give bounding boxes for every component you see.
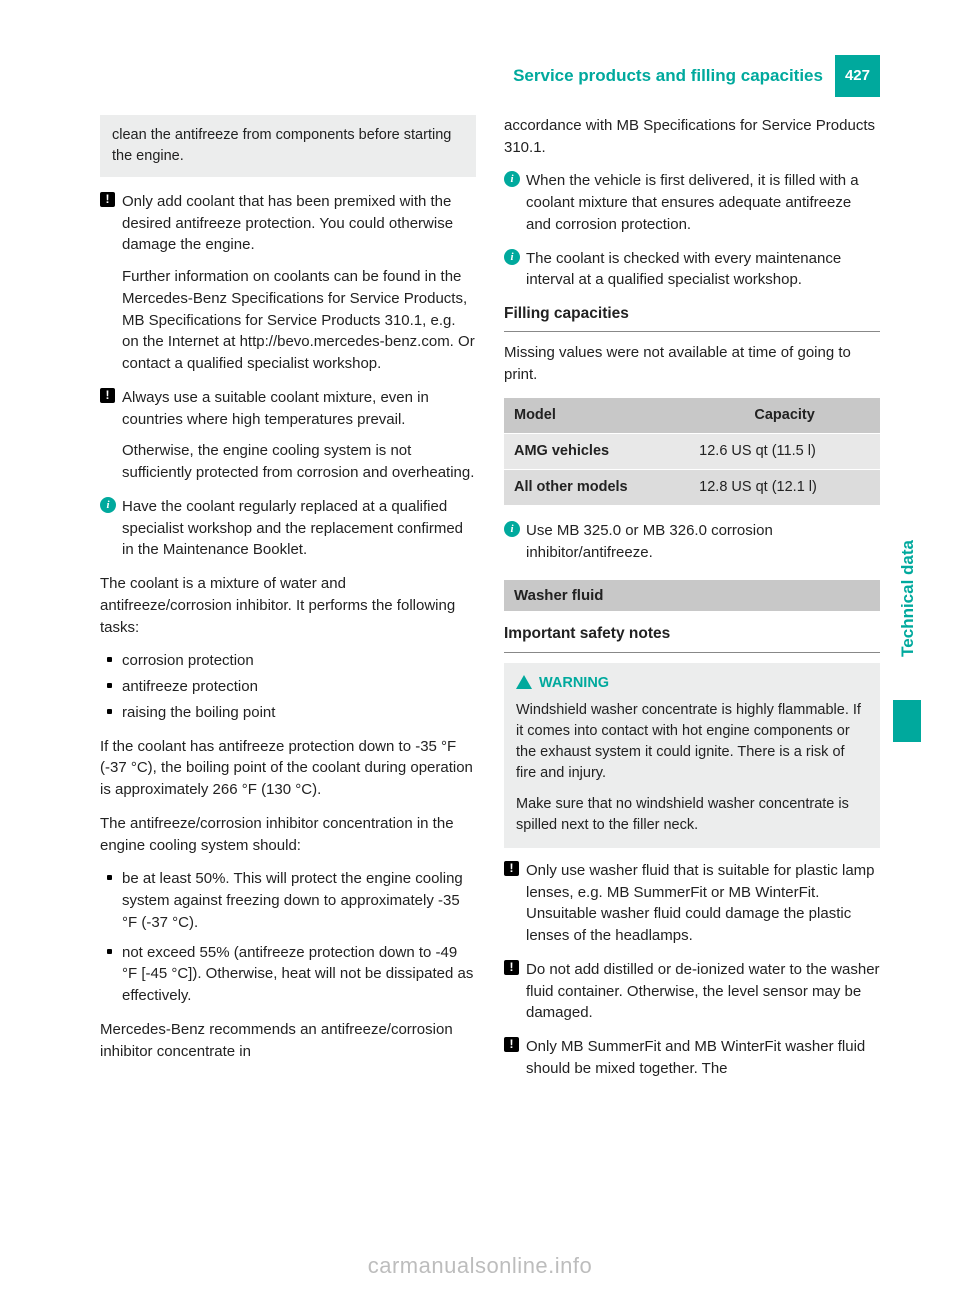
table-header-row: Model Capacity bbox=[504, 398, 880, 434]
exclaim-icon: ! bbox=[100, 192, 115, 207]
td-model: AMG vehicles bbox=[504, 433, 689, 469]
warning-p1: Windshield washer concentrate is highly … bbox=[516, 700, 868, 784]
info-r3-text: Use MB 325.0 or MB 326.0 corrosion inhib… bbox=[526, 520, 880, 564]
concentration-intro: The antifreeze/corrosion inhibitor conce… bbox=[100, 813, 476, 857]
side-tab-label: Technical data bbox=[896, 540, 921, 657]
warning-label: WARNING bbox=[539, 673, 609, 694]
td-capacity: 12.8 US qt (12.1 l) bbox=[689, 470, 880, 506]
table-row: All other models 12.8 US qt (12.1 l) bbox=[504, 470, 880, 506]
exclaim2-p1: Always use a suitable coolant mixture, e… bbox=[122, 387, 476, 431]
washer-bar: Washer fluid bbox=[504, 580, 880, 612]
info-r1-text: When the vehicle is first delivered, it … bbox=[526, 170, 880, 235]
bullet-item: corrosion protection bbox=[122, 650, 476, 672]
info-block-r1: i When the vehicle is first delivered, i… bbox=[504, 170, 880, 235]
exclaim-icon: ! bbox=[504, 861, 519, 876]
td-model: All other models bbox=[504, 470, 689, 506]
exclaim-icon: ! bbox=[100, 388, 115, 403]
th-capacity: Capacity bbox=[689, 398, 880, 434]
left-column: clean the antifreeze from components bef… bbox=[100, 115, 476, 1080]
exclaim-block-2: ! Always use a suitable coolant mixture,… bbox=[100, 387, 476, 484]
exclaim-r2-text: Do not add distilled or de-ionized water… bbox=[526, 959, 880, 1024]
recommend-para: Mercedes-Benz recommends an antifreeze/c… bbox=[100, 1019, 476, 1063]
info1-text: Have the coolant regularly replaced at a… bbox=[122, 496, 476, 561]
info-icon: i bbox=[504, 171, 520, 187]
bullet-item: not exceed 55% (antifreeze protection do… bbox=[122, 942, 476, 1007]
right-column: accordance with MB Specifications for Se… bbox=[504, 115, 880, 1080]
info-r2-text: The coolant is checked with every mainte… bbox=[526, 248, 880, 292]
watermark: carmanualsonline.info bbox=[0, 1250, 960, 1282]
page-number: 427 bbox=[835, 55, 880, 97]
info-icon: i bbox=[504, 249, 520, 265]
bullet-item: be at least 50%. This will protect the e… bbox=[122, 868, 476, 933]
boiling-para: If the coolant has antifreeze protection… bbox=[100, 736, 476, 801]
warning-box: WARNING Windshield washer concentrate is… bbox=[504, 663, 880, 848]
content-columns: clean the antifreeze from components bef… bbox=[100, 115, 880, 1080]
coolant-intro: The coolant is a mixture of water and an… bbox=[100, 573, 476, 638]
info-block-1: i Have the coolant regularly replaced at… bbox=[100, 496, 476, 561]
section-rule bbox=[504, 331, 880, 332]
notice-continued: clean the antifreeze from components bef… bbox=[100, 115, 476, 177]
exclaim-block-r3: ! Only MB SummerFit and MB WinterFit was… bbox=[504, 1036, 880, 1080]
side-tab-block bbox=[893, 700, 921, 742]
exclaim-icon: ! bbox=[504, 1037, 519, 1052]
warning-head: WARNING bbox=[516, 673, 868, 694]
exclaim1-p1: Only add coolant that has been premixed … bbox=[122, 191, 476, 256]
exclaim-block-1: ! Only add coolant that has been premixe… bbox=[100, 191, 476, 375]
filling-head: Filling capacities bbox=[504, 303, 880, 325]
exclaim-block-r2: ! Do not add distilled or de-ionized wat… bbox=[504, 959, 880, 1024]
section-rule bbox=[504, 652, 880, 653]
bullet-item: antifreeze protection bbox=[122, 676, 476, 698]
info-block-r3: i Use MB 325.0 or MB 326.0 corrosion inh… bbox=[504, 520, 880, 564]
warning-p2: Make sure that no windshield washer conc… bbox=[516, 794, 868, 836]
safety-head: Important safety notes bbox=[504, 623, 880, 645]
td-capacity: 12.6 US qt (11.5 l) bbox=[689, 433, 880, 469]
exclaim1-p2: Further information on coolants can be f… bbox=[122, 266, 476, 375]
accordance-para: accordance with MB Specifications for Se… bbox=[504, 115, 880, 159]
filling-para: Missing values were not available at tim… bbox=[504, 342, 880, 386]
bullet-list-1: corrosion protection antifreeze protecti… bbox=[100, 650, 476, 723]
info-icon: i bbox=[504, 521, 520, 537]
bullet-list-2: be at least 50%. This will protect the e… bbox=[100, 868, 476, 1007]
warning-triangle-icon bbox=[516, 675, 532, 689]
bullet-item: raising the boiling point bbox=[122, 702, 476, 724]
th-model: Model bbox=[504, 398, 689, 434]
exclaim-icon: ! bbox=[504, 960, 519, 975]
page-header: Service products and filling capacities … bbox=[100, 55, 880, 97]
manual-page: Service products and filling capacities … bbox=[0, 0, 960, 1120]
exclaim-block-r1: ! Only use washer fluid that is suitable… bbox=[504, 860, 880, 947]
info-icon: i bbox=[100, 497, 116, 513]
exclaim-r3-text: Only MB SummerFit and MB WinterFit washe… bbox=[526, 1036, 880, 1080]
capacity-table: Model Capacity AMG vehicles 12.6 US qt (… bbox=[504, 398, 880, 506]
exclaim2-p2: Otherwise, the engine cooling system is … bbox=[122, 440, 476, 484]
header-title: Service products and filling capacities bbox=[513, 64, 823, 89]
info-block-r2: i The coolant is checked with every main… bbox=[504, 248, 880, 292]
exclaim-r1-text: Only use washer fluid that is suitable f… bbox=[526, 860, 880, 947]
table-row: AMG vehicles 12.6 US qt (11.5 l) bbox=[504, 433, 880, 469]
